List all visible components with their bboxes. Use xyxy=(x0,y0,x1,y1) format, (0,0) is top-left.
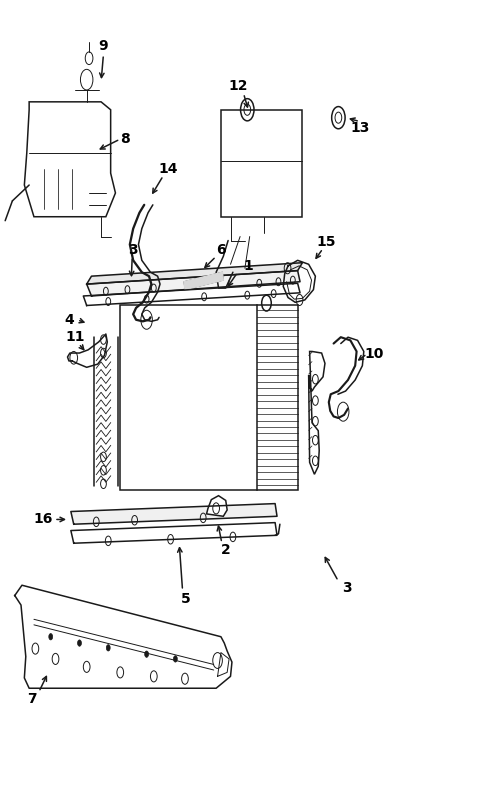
Text: 1: 1 xyxy=(243,259,253,273)
Polygon shape xyxy=(221,110,302,217)
Polygon shape xyxy=(71,523,276,543)
Text: 10: 10 xyxy=(364,347,383,361)
Text: 2: 2 xyxy=(220,543,230,556)
Polygon shape xyxy=(183,272,223,290)
Polygon shape xyxy=(308,351,324,474)
Polygon shape xyxy=(24,102,115,217)
Text: 14: 14 xyxy=(158,162,178,176)
Text: 8: 8 xyxy=(120,132,130,146)
Polygon shape xyxy=(15,585,231,688)
Text: 7: 7 xyxy=(27,692,36,705)
Polygon shape xyxy=(87,263,302,284)
Text: 5: 5 xyxy=(181,591,190,606)
Text: 9: 9 xyxy=(98,39,108,53)
Circle shape xyxy=(144,651,148,658)
Text: 15: 15 xyxy=(316,235,335,249)
Circle shape xyxy=(173,656,177,662)
Polygon shape xyxy=(206,496,227,516)
Polygon shape xyxy=(71,504,276,524)
Text: 6: 6 xyxy=(216,243,225,257)
Text: 3: 3 xyxy=(342,581,351,595)
Text: 3: 3 xyxy=(128,243,138,257)
Text: 11: 11 xyxy=(65,330,84,344)
Bar xyxy=(120,306,297,490)
Text: 4: 4 xyxy=(64,313,74,326)
Circle shape xyxy=(77,640,81,646)
Text: 13: 13 xyxy=(349,121,369,135)
Text: 16: 16 xyxy=(34,512,53,527)
Polygon shape xyxy=(83,283,300,306)
Text: 12: 12 xyxy=(227,79,247,93)
Circle shape xyxy=(49,634,53,640)
Circle shape xyxy=(106,645,110,651)
Polygon shape xyxy=(87,271,300,296)
